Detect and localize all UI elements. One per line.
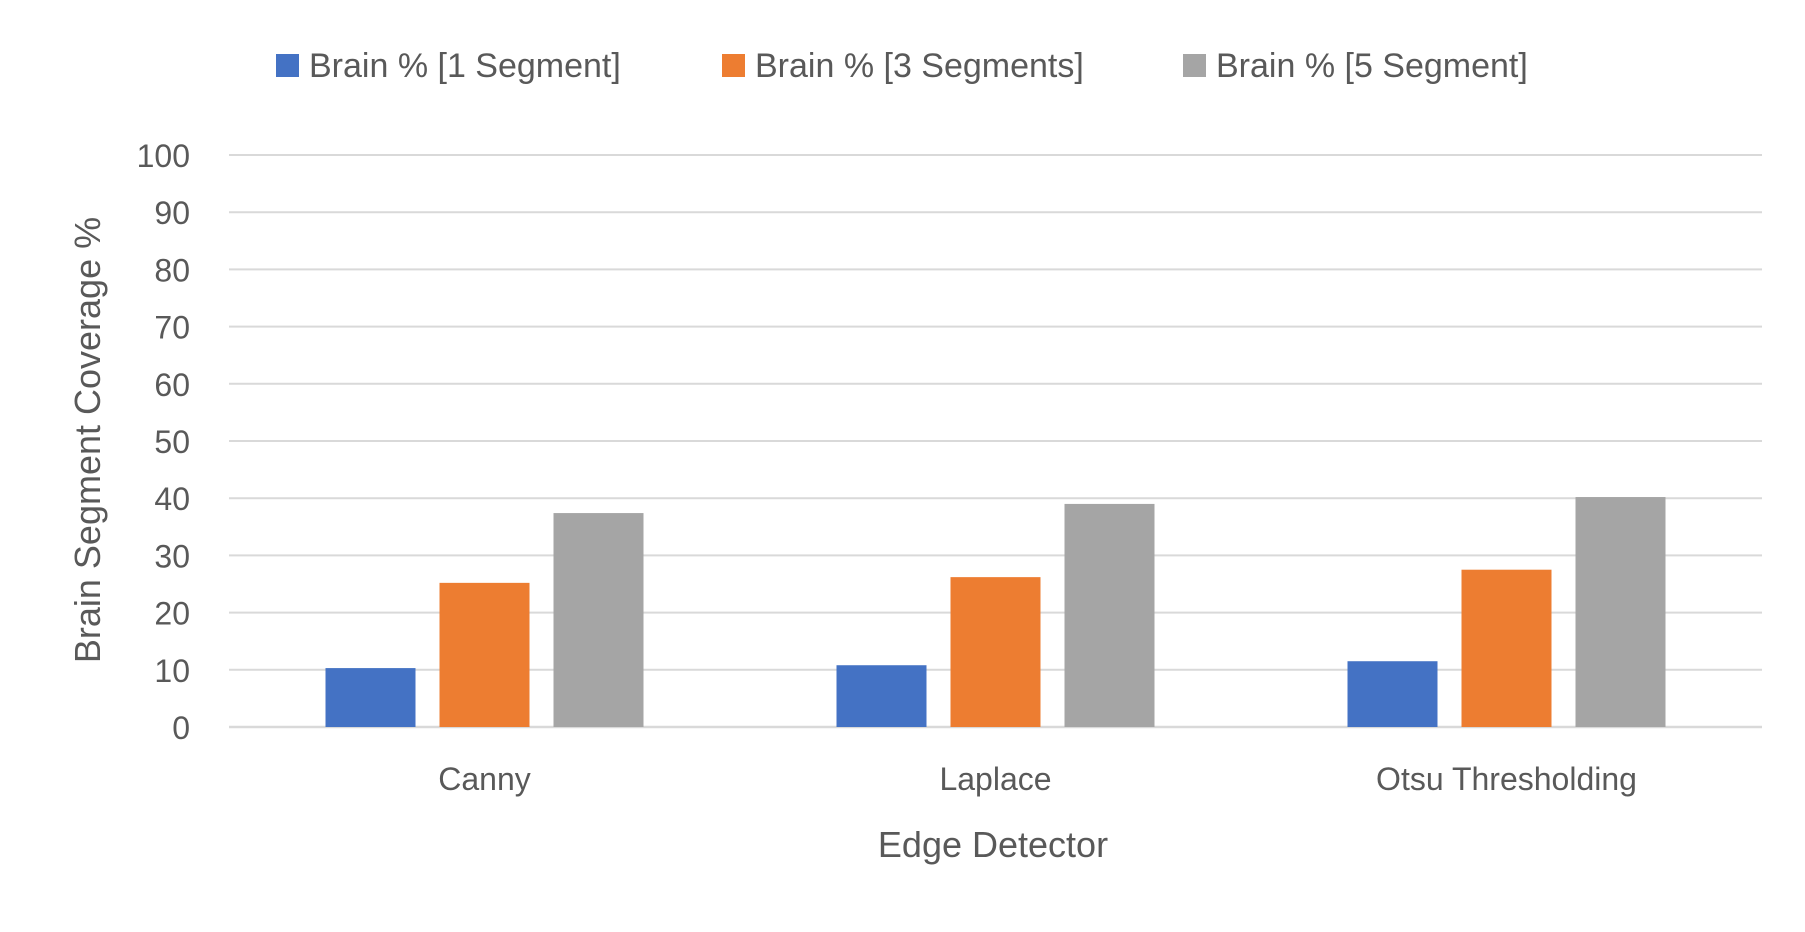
- bar: [439, 582, 530, 727]
- y-tick-label: 30: [154, 538, 190, 574]
- y-tick-label: 40: [154, 481, 190, 517]
- x-axis-title: Edge Detector: [878, 824, 1108, 865]
- legend: Brain % [1 Segment] Brain % [3 Segments] B…: [276, 47, 1528, 85]
- bars: [325, 497, 1666, 727]
- y-axis-tick-labels: 0 10 20 30 40 50 60 70 80 90 100: [137, 138, 190, 746]
- y-tick-label: 90: [154, 195, 190, 231]
- bar: [950, 577, 1041, 727]
- x-tick-label: Laplace: [939, 761, 1051, 797]
- y-tick-label: 70: [154, 310, 190, 346]
- legend-swatch: [1183, 54, 1206, 77]
- legend-label: Brain % [5 Segment]: [1216, 47, 1528, 85]
- bar: [1347, 661, 1438, 727]
- bar: [325, 668, 416, 727]
- y-tick-label: 0: [172, 710, 190, 746]
- bar: [553, 513, 644, 727]
- bar: [1575, 497, 1666, 727]
- bar: [1064, 503, 1155, 727]
- legend-swatch: [276, 54, 299, 77]
- y-tick-label: 10: [154, 653, 190, 689]
- y-tick-label: 80: [154, 252, 190, 288]
- x-tick-label: Otsu Thresholding: [1376, 761, 1637, 797]
- legend-swatch: [722, 54, 745, 77]
- y-tick-label: 50: [154, 424, 190, 460]
- y-tick-label: 100: [137, 138, 190, 174]
- x-tick-label: Canny: [438, 761, 531, 797]
- bar: [1461, 569, 1552, 727]
- legend-label: Brain % [3 Segments]: [755, 47, 1084, 85]
- y-tick-label: 20: [154, 596, 190, 632]
- bar: [836, 665, 927, 727]
- y-axis-title: Brain Segment Coverage %: [67, 217, 108, 663]
- y-tick-label: 60: [154, 367, 190, 403]
- legend-label: Brain % [1 Segment]: [309, 47, 621, 85]
- x-axis-tick-labels: Canny Laplace Otsu Thresholding: [438, 761, 1637, 797]
